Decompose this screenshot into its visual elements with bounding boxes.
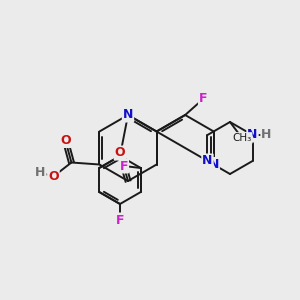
Text: O: O <box>115 146 125 160</box>
Text: CH₃: CH₃ <box>232 133 252 143</box>
Text: O: O <box>48 170 59 183</box>
Text: F: F <box>116 214 124 226</box>
Text: H: H <box>261 128 272 142</box>
Text: F: F <box>119 160 128 172</box>
Text: N: N <box>208 158 219 171</box>
Text: F: F <box>199 92 207 106</box>
Text: O: O <box>60 134 71 147</box>
Text: H: H <box>35 166 46 179</box>
Text: N: N <box>202 154 213 167</box>
Text: N: N <box>247 128 258 142</box>
Text: N: N <box>123 109 133 122</box>
